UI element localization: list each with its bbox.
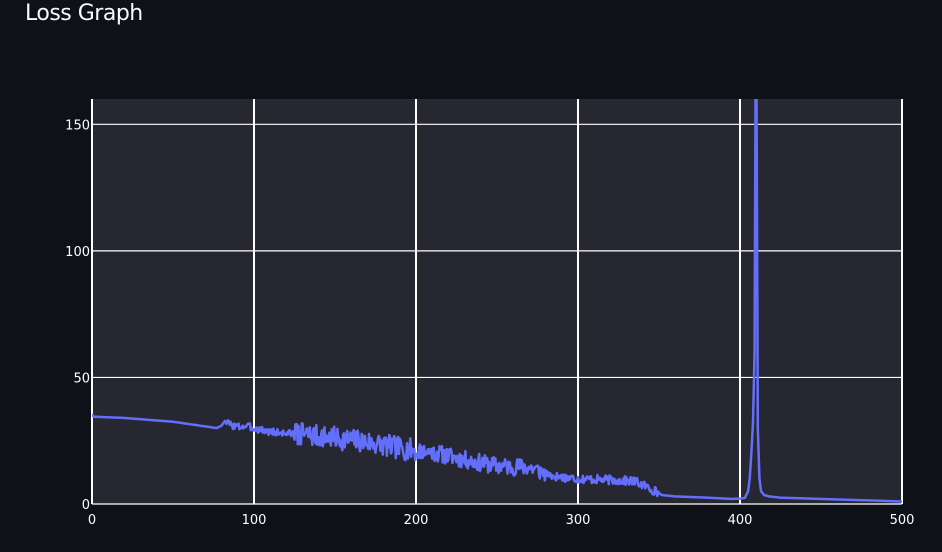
x-tick-label: 100 (242, 513, 267, 528)
x-tick-label: 500 (890, 513, 915, 528)
page-title: Loss Graph (25, 1, 143, 26)
x-tick-labels: 0 100 200 300 400 500 (88, 513, 915, 528)
y-gridlines (92, 123, 902, 505)
x-tick-label: 300 (566, 513, 591, 528)
y-tick-label: 0 (82, 498, 90, 513)
x-tick-label: 400 (728, 513, 753, 528)
x-tick-label: 200 (404, 513, 429, 528)
plot-area (92, 99, 902, 504)
series-layer (92, 99, 902, 503)
y-tick-labels: 0 50 100 150 (65, 118, 90, 513)
y-tick-label: 50 (73, 371, 90, 386)
y-tick-label: 100 (65, 245, 90, 260)
loss-line (92, 99, 902, 503)
x-tick-label: 0 (88, 513, 96, 528)
x-gridlines (91, 99, 903, 504)
y-tick-label: 150 (65, 118, 90, 133)
